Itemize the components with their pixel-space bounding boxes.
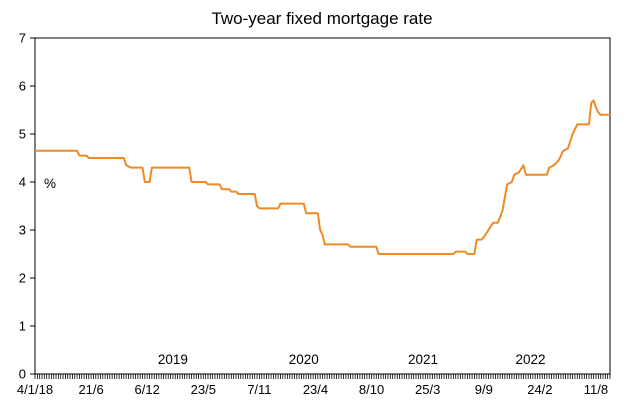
year-label: 2020 bbox=[289, 352, 319, 367]
y-tick-label: 5 bbox=[19, 127, 26, 142]
y-tick-label: 4 bbox=[19, 175, 26, 190]
y-tick-label: 3 bbox=[19, 223, 26, 238]
x-tick-label: 23/5 bbox=[191, 382, 216, 397]
x-tick-label: 25/3 bbox=[415, 382, 440, 397]
y-unit-label: % bbox=[44, 176, 56, 191]
year-label: 2022 bbox=[516, 352, 546, 367]
y-tick-label: 7 bbox=[19, 31, 26, 46]
y-axis: 0 1 2 3 4 5 6 7 bbox=[19, 31, 35, 382]
y-tick-label: 6 bbox=[19, 79, 26, 94]
x-axis: 4/1/18 21/6 6/12 23/5 7/11 23/4 8/10 25/3 9/9 24/… bbox=[17, 374, 611, 397]
x-tick-label: 24/2 bbox=[527, 382, 552, 397]
x-tick-label: 11/8 bbox=[584, 382, 608, 397]
x-tick-label: 7/11 bbox=[247, 382, 271, 397]
y-tick-label: 2 bbox=[19, 271, 26, 286]
chart-title: Two-year fixed mortgage rate bbox=[211, 9, 432, 28]
y-tick-label: 1 bbox=[19, 319, 26, 334]
x-tick-label: 21/6 bbox=[78, 382, 103, 397]
series-line-mortgage-rate bbox=[35, 99, 610, 255]
year-label: 2019 bbox=[158, 352, 188, 367]
year-label: 2021 bbox=[408, 352, 438, 367]
x-tick-label: 4/1/18 bbox=[17, 382, 53, 397]
x-tick-label: 9/9 bbox=[475, 382, 493, 397]
y-tick-label: 0 bbox=[19, 367, 26, 382]
x-tick-label: 23/4 bbox=[303, 382, 328, 397]
plot-area bbox=[34, 37, 611, 375]
year-labels: 2019 2020 2021 2022 bbox=[158, 352, 546, 367]
x-tick-label: 8/10 bbox=[359, 382, 384, 397]
x-tick-label: 6/12 bbox=[135, 382, 160, 397]
